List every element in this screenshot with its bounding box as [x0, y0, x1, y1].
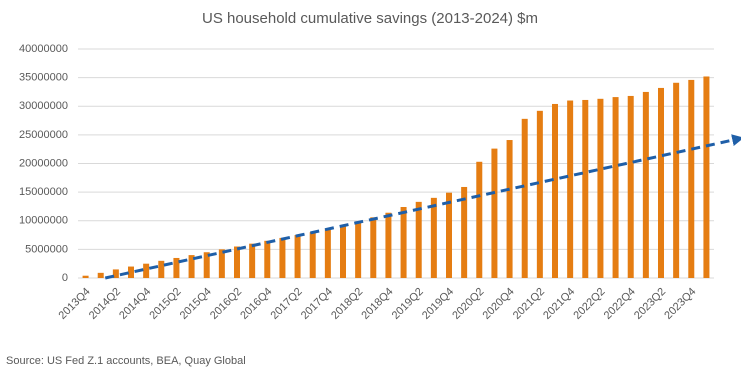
bar [249, 243, 256, 278]
bar [521, 118, 528, 278]
y-tick-label: 20000000 [19, 157, 68, 169]
bar [173, 257, 180, 278]
bar [476, 161, 483, 278]
y-tick-label: 25000000 [19, 129, 68, 141]
bar [309, 232, 316, 278]
bar [415, 201, 422, 278]
x-tick-label: 2023Q4 [662, 286, 698, 322]
chart-title: US household cumulative savings (2013-20… [202, 10, 538, 27]
source-note: Source: US Fed Z.1 accounts, BEA, Quay G… [6, 355, 246, 367]
x-tick-label: 2021Q4 [541, 286, 577, 322]
x-tick-label: 2017Q2 [269, 286, 305, 322]
bar [461, 186, 468, 278]
x-tick-label: 2018Q4 [359, 286, 395, 322]
bar [552, 103, 558, 279]
x-tick-label: 2014Q4 [117, 286, 153, 322]
y-tick-label: 40000000 [19, 43, 68, 55]
bar [340, 225, 346, 278]
x-tick-label: 2022Q2 [571, 286, 607, 322]
bar [128, 266, 134, 278]
bar [688, 79, 695, 278]
y-tick-label: 0 [62, 272, 68, 284]
bar [324, 228, 331, 278]
bar [430, 197, 437, 278]
bar [385, 212, 392, 278]
bar [279, 237, 286, 278]
bar [370, 217, 377, 278]
bar [218, 249, 225, 278]
bar [627, 95, 634, 278]
bar [612, 97, 619, 278]
bar [188, 255, 195, 278]
trend-line [104, 134, 741, 280]
bar [536, 110, 543, 278]
y-tick-label: 35000000 [19, 72, 68, 84]
x-tick-label: 2016Q4 [238, 286, 274, 322]
bar [355, 221, 362, 278]
bar [567, 100, 574, 279]
bar [703, 76, 710, 278]
bar [400, 207, 407, 278]
bar [658, 87, 664, 279]
x-tick-label: 2016Q2 [208, 286, 244, 322]
y-tick-label: 10000000 [19, 215, 68, 227]
bar [264, 240, 271, 278]
x-tick-label: 2023Q2 [632, 286, 668, 322]
x-tick-label: 2021Q2 [511, 286, 547, 322]
bar [203, 252, 210, 278]
x-tick-label: 2015Q4 [178, 286, 214, 322]
x-tick-label: 2022Q4 [602, 286, 638, 322]
x-tick-label: 2019Q2 [390, 286, 426, 322]
x-tick-label: 2013Q4 [57, 286, 93, 322]
bar [491, 148, 498, 278]
y-tick-label: 15000000 [19, 186, 68, 198]
bar [642, 91, 649, 278]
bar [294, 235, 301, 278]
x-tick-label: 2014Q2 [87, 286, 123, 322]
y-tick-label: 30000000 [19, 100, 68, 112]
bar [597, 98, 604, 279]
y-tick-label: 5000000 [25, 243, 68, 255]
x-tick-label: 2015Q2 [147, 286, 183, 322]
x-tick-label: 2020Q2 [450, 286, 486, 322]
bar [82, 275, 89, 278]
bar [234, 246, 240, 278]
bar [143, 263, 150, 278]
bar [112, 269, 119, 278]
bar [673, 82, 680, 278]
bar [582, 99, 589, 278]
bar [97, 272, 104, 278]
x-tick-label: 2019Q4 [420, 286, 456, 322]
x-tick-label: 2020Q4 [481, 286, 517, 322]
bar [158, 260, 165, 278]
x-tick-label: 2018Q2 [329, 286, 365, 322]
bar [446, 192, 452, 278]
bar [506, 140, 513, 278]
x-tick-label: 2017Q4 [299, 286, 335, 322]
